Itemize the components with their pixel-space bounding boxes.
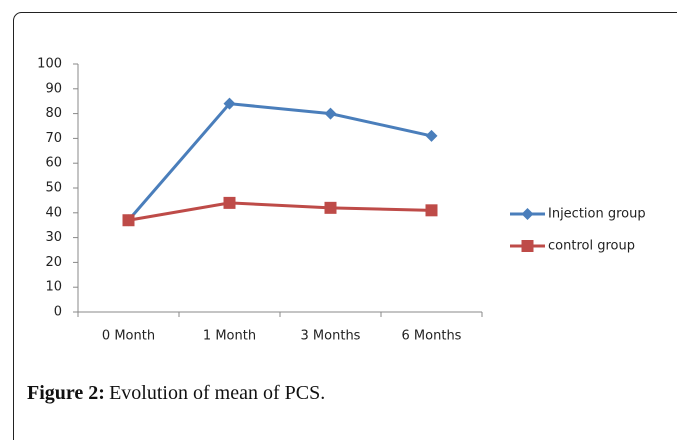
frame	[13, 12, 677, 440]
y-tick-label: 100	[37, 57, 62, 72]
caption-label: Figure 2:	[27, 382, 105, 404]
legend-label: Injection group	[548, 207, 646, 222]
y-tick-label: 70	[45, 131, 62, 146]
marker	[223, 196, 236, 209]
y-tick-label: 20	[45, 255, 62, 270]
x-tick-label: 1 Month	[203, 329, 256, 344]
y-tick-label: 50	[45, 181, 62, 196]
marker	[521, 208, 534, 220]
x-tick-label: 3 Months	[301, 329, 361, 344]
caption: Figure 2: Evolution of mean of PCS.	[27, 382, 325, 404]
marker	[425, 129, 438, 142]
marker	[425, 204, 438, 217]
x-tick-label: 6 Months	[402, 329, 462, 344]
y-tick-label: 80	[45, 106, 62, 121]
x-tick-label: 0 Month	[102, 329, 155, 344]
marker	[324, 107, 337, 120]
y-tick-label: 30	[45, 230, 62, 245]
caption-text: Evolution of mean of PCS.	[109, 382, 325, 404]
marker	[122, 214, 135, 227]
y-tick-label: 60	[45, 156, 62, 171]
series-line	[128, 201, 432, 222]
y-tick-label: 0	[54, 305, 62, 320]
series-line	[127, 102, 432, 222]
y-tick-label: 90	[45, 81, 62, 96]
marker	[223, 97, 236, 110]
y-tick-label: 10	[45, 280, 62, 295]
legend-label: control group	[548, 239, 635, 254]
marker	[521, 240, 534, 252]
y-tick-label: 40	[45, 205, 62, 220]
marker	[324, 201, 337, 214]
